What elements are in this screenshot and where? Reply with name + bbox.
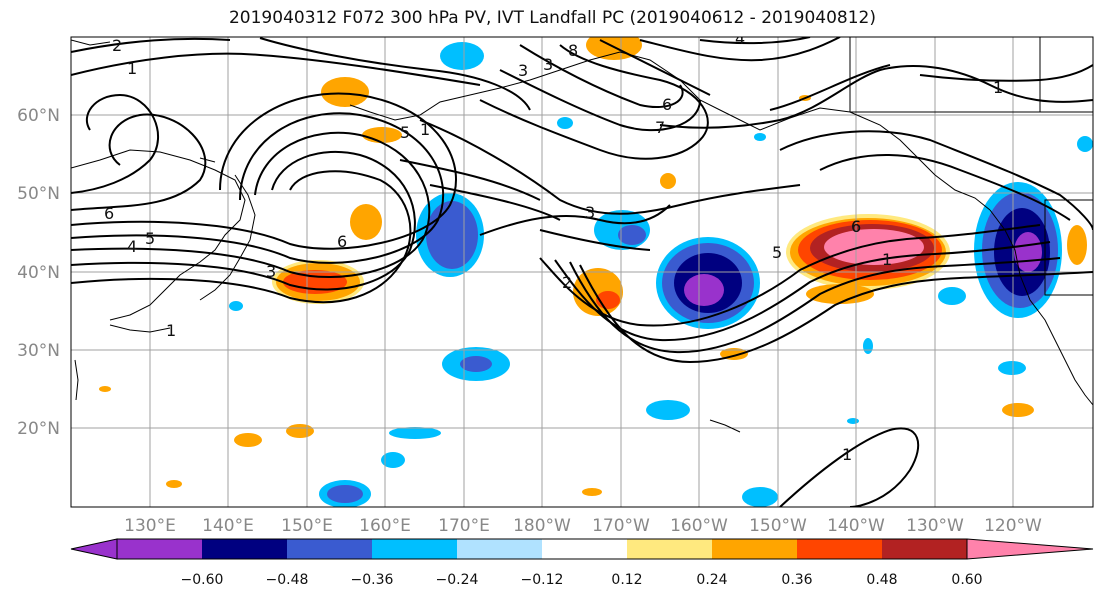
- lon-label: 120°W: [984, 516, 1042, 536]
- contour-label: 4: [735, 29, 745, 48]
- colorbar-tick-label: 0.36: [781, 572, 812, 588]
- lon-label: 140°W: [827, 516, 885, 536]
- lon-labels: 130°E 140°E 150°E 160°E 170°E 180°W 170°…: [124, 516, 1042, 536]
- lon-label: 170°E: [438, 516, 490, 536]
- contour-label: 3: [585, 203, 595, 222]
- contour-label: 3: [543, 55, 553, 74]
- lon-label: 160°E: [359, 516, 411, 536]
- lon-label: 150°E: [281, 516, 333, 536]
- colorbar-segment: [797, 539, 882, 559]
- colorbar-segment: [627, 539, 712, 559]
- contour-label: 1: [842, 445, 852, 464]
- colorbar-segment: [372, 539, 457, 559]
- colorbar-extend-low: [70, 538, 118, 560]
- map-area: 2 1 6 4 5 3 1 5 1 6 3 8 3 4 6 7 1 3 2 6 …: [71, 29, 1093, 507]
- map-title: 2019040312 F072 300 hPa PV, IVT Landfall…: [228, 8, 876, 28]
- colorbar-segment: [287, 539, 372, 559]
- contour-label: 1: [882, 250, 892, 269]
- lat-label: 40°N: [17, 263, 60, 283]
- lon-label: 150°W: [749, 516, 807, 536]
- lon-label: 130°E: [124, 516, 176, 536]
- colorbar-tick-label: −0.60: [181, 572, 224, 588]
- colorbar-tick-label: −0.12: [521, 572, 564, 588]
- lat-label: 60°N: [17, 106, 60, 126]
- colorbar-extend-high: [966, 538, 1094, 560]
- colorbar-segment: [882, 539, 967, 559]
- contour-label: 7: [655, 118, 665, 137]
- contour-label: 3: [518, 61, 528, 80]
- lon-label: 160°W: [670, 516, 728, 536]
- colorbar-segment: [457, 539, 542, 559]
- contour-label: 5: [145, 229, 155, 248]
- colorbar-tick-label: −0.48: [266, 572, 309, 588]
- contour-label: 6: [851, 217, 861, 236]
- lon-label: 170°W: [592, 516, 650, 536]
- lat-label: 30°N: [17, 341, 60, 361]
- colorbar-segment: [202, 539, 287, 559]
- lon-label: 130°W: [906, 516, 964, 536]
- contour-label: 1: [993, 78, 1003, 97]
- contour-label: 3: [266, 262, 276, 281]
- contour-label: 6: [104, 204, 114, 223]
- lat-label: 50°N: [17, 184, 60, 204]
- colorbar-segment: [117, 539, 202, 559]
- contour-label: 8: [568, 41, 578, 60]
- contour-label: 1: [166, 321, 176, 340]
- ivt-shading-positive: [99, 37, 1087, 496]
- contour-label: 1: [127, 59, 137, 78]
- contour-label: 6: [851, 217, 861, 236]
- colorbar-tick-label: −0.36: [351, 572, 394, 588]
- colorbar-tick-label: 0.24: [696, 572, 727, 588]
- contour-label: 6: [662, 95, 672, 114]
- contour-label: 1: [420, 120, 430, 139]
- pv-contours: [71, 37, 1093, 507]
- contour-label: 6: [337, 232, 347, 251]
- colorbar-segment: [712, 539, 797, 559]
- contour-label: 2: [562, 273, 572, 292]
- contour-label: 4: [127, 237, 137, 256]
- lon-label: 140°E: [202, 516, 254, 536]
- graticule: [71, 37, 1093, 507]
- lat-labels: 60°N 50°N 40°N 30°N 20°N: [17, 106, 60, 439]
- colorbar-tick-label: 0.60: [951, 572, 982, 588]
- colorbar-tick-label: −0.24: [436, 572, 479, 588]
- colorbar-segment: [542, 539, 627, 559]
- contour-label: 5: [772, 243, 782, 262]
- contour-labels: 2 1 6 4 5 3 1 5 1 6 3 8 3 4 6 7 1 3 2 6 …: [104, 29, 1003, 464]
- lon-label: 180°W: [513, 516, 571, 536]
- map-frame: [70, 36, 1094, 508]
- lat-label: 20°N: [17, 419, 60, 439]
- contour-label: 5: [400, 123, 410, 142]
- contour-label: 2: [112, 36, 122, 55]
- colorbar-tick-label: 0.12: [611, 572, 642, 588]
- colorbar-tick-label: 0.48: [866, 572, 897, 588]
- colorbar: −0.60 −0.48 −0.36 −0.24 −0.12 0.12 0.24 …: [70, 538, 1094, 588]
